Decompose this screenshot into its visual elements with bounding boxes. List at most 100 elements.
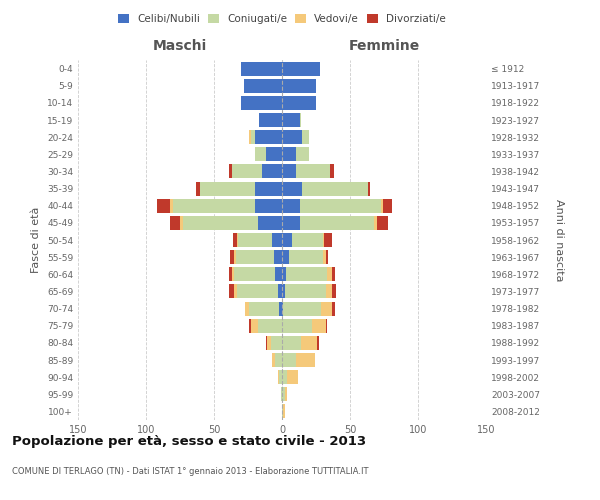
Bar	[235, 250, 236, 264]
Bar	[183, 216, 257, 230]
Bar	[282, 302, 283, 316]
Bar	[285, 284, 326, 298]
Bar	[329, 164, 334, 178]
Bar	[235, 284, 237, 298]
Bar	[229, 284, 235, 298]
Bar	[279, 302, 282, 316]
Bar	[282, 216, 299, 230]
Bar	[238, 233, 272, 247]
Bar	[196, 182, 200, 196]
Bar	[282, 250, 289, 264]
Bar	[278, 370, 279, 384]
Bar	[383, 198, 392, 212]
Bar	[266, 336, 267, 350]
Bar	[282, 284, 285, 298]
Bar	[274, 250, 282, 264]
Bar	[323, 233, 324, 247]
Bar	[299, 198, 381, 212]
Bar	[299, 113, 301, 127]
Bar	[332, 302, 335, 316]
Bar	[232, 164, 262, 178]
Bar	[170, 198, 173, 212]
Bar	[233, 233, 237, 247]
Bar	[302, 130, 309, 144]
Bar	[283, 302, 322, 316]
Bar	[282, 198, 299, 212]
Bar	[282, 182, 302, 196]
Bar	[267, 336, 271, 350]
Bar	[255, 182, 282, 196]
Bar	[244, 78, 282, 92]
Bar	[377, 216, 388, 230]
Bar	[173, 198, 255, 212]
Bar	[272, 353, 275, 367]
Bar	[282, 130, 302, 144]
Bar	[275, 353, 282, 367]
Y-axis label: Anni di nascita: Anni di nascita	[554, 198, 564, 281]
Bar	[282, 148, 296, 162]
Bar	[257, 216, 282, 230]
Bar	[282, 336, 301, 350]
Bar	[282, 388, 285, 402]
Bar	[301, 336, 317, 350]
Bar	[257, 318, 282, 332]
Bar	[255, 148, 266, 162]
Bar	[266, 148, 282, 162]
Bar	[200, 182, 255, 196]
Bar	[296, 148, 309, 162]
Bar	[286, 268, 327, 281]
Bar	[282, 233, 292, 247]
Bar	[272, 233, 282, 247]
Bar	[282, 113, 299, 127]
Bar	[230, 250, 235, 264]
Bar	[324, 233, 332, 247]
Bar	[282, 268, 286, 281]
Bar	[302, 182, 368, 196]
Bar	[236, 250, 274, 264]
Bar	[326, 284, 332, 298]
Bar	[282, 96, 316, 110]
Bar	[245, 302, 250, 316]
Bar	[282, 353, 296, 367]
Bar	[229, 164, 232, 178]
Bar	[292, 233, 323, 247]
Bar	[251, 130, 255, 144]
Bar	[250, 318, 251, 332]
Bar	[374, 216, 377, 230]
Bar	[241, 96, 282, 110]
Bar	[381, 198, 383, 212]
Bar	[283, 404, 285, 418]
Bar	[259, 113, 282, 127]
Bar	[287, 370, 298, 384]
Text: Femmine: Femmine	[349, 39, 419, 53]
Bar	[271, 336, 282, 350]
Bar	[229, 268, 232, 281]
Bar	[327, 268, 332, 281]
Bar	[235, 268, 275, 281]
Bar	[278, 284, 282, 298]
Bar	[282, 318, 312, 332]
Bar	[317, 336, 319, 350]
Bar	[255, 130, 282, 144]
Bar	[289, 250, 323, 264]
Bar	[251, 318, 257, 332]
Bar	[281, 388, 282, 402]
Bar	[157, 198, 170, 212]
Bar	[262, 164, 282, 178]
Bar	[180, 216, 183, 230]
Bar	[275, 268, 282, 281]
Bar	[255, 198, 282, 212]
Bar	[237, 233, 238, 247]
Bar	[296, 353, 314, 367]
Bar	[282, 78, 316, 92]
Bar	[285, 388, 287, 402]
Bar	[232, 268, 235, 281]
Bar	[282, 370, 287, 384]
Bar	[326, 318, 327, 332]
Bar	[279, 370, 282, 384]
Y-axis label: Fasce di età: Fasce di età	[31, 207, 41, 273]
Bar	[282, 62, 320, 76]
Bar	[368, 182, 370, 196]
Bar	[332, 284, 337, 298]
Bar	[332, 268, 335, 281]
